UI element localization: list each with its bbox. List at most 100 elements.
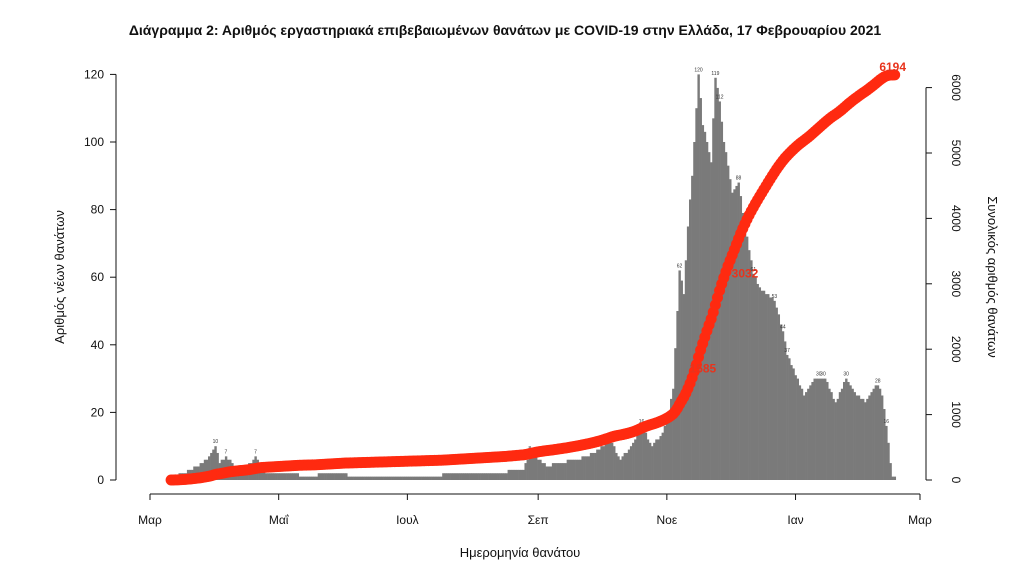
- daily-bar: [302, 476, 306, 480]
- daily-bar: [201, 463, 205, 480]
- daily-bar: [883, 409, 886, 480]
- daily-bar: [370, 476, 373, 480]
- daily-bar: [792, 368, 795, 480]
- daily-bar: [680, 280, 683, 480]
- bar-value-label: 44: [780, 324, 786, 330]
- daily-bar: [853, 392, 856, 480]
- daily-bar: [762, 290, 766, 480]
- daily-bar: [273, 473, 276, 480]
- daily-bar: [876, 385, 880, 480]
- daily-bar: [486, 473, 489, 480]
- bar-value-label: 7: [254, 449, 257, 455]
- daily-bar: [661, 432, 664, 480]
- daily-bar: [205, 459, 209, 480]
- right-tick-label: 5000: [949, 140, 963, 167]
- daily-bar: [463, 473, 466, 480]
- daily-bar: [446, 473, 449, 480]
- daily-bar: [286, 473, 289, 480]
- daily-bar: [767, 294, 770, 480]
- bar-value-label: 30: [820, 372, 826, 378]
- daily-bar: [864, 402, 867, 480]
- daily-bar: [214, 446, 217, 480]
- daily-bar: [560, 463, 563, 480]
- daily-bar: [587, 456, 591, 480]
- daily-bar: [615, 452, 618, 480]
- daily-bar: [893, 476, 897, 480]
- daily-bar: [798, 385, 802, 480]
- daily-bar: [391, 476, 394, 480]
- cumulative-labels: 1585 3032 6194: [689, 60, 906, 375]
- daily-bar: [703, 131, 707, 481]
- daily-bar: [372, 476, 375, 480]
- daily-bar: [878, 388, 882, 480]
- daily-bar: [859, 398, 863, 480]
- x-axis-title: Ημερομηνία θανάτου: [460, 545, 581, 560]
- daily-bar: [492, 473, 496, 480]
- daily-bar: [283, 473, 287, 480]
- daily-bar: [756, 283, 759, 480]
- daily-bar: [786, 354, 789, 480]
- daily-bar: [826, 381, 829, 480]
- daily-bar: [640, 425, 643, 480]
- daily-bar: [665, 419, 669, 480]
- daily-bar: [653, 442, 656, 480]
- daily-bar: [585, 456, 589, 480]
- daily-bar: [845, 378, 848, 480]
- daily-bar: [579, 459, 582, 480]
- daily-bar: [408, 476, 411, 480]
- daily-bar: [598, 449, 601, 480]
- daily-bar: [655, 439, 658, 480]
- daily-bar: [870, 392, 873, 480]
- bar-value-label: 61: [751, 267, 757, 273]
- daily-bar: [726, 165, 730, 480]
- daily-bar: [461, 473, 464, 480]
- daily-bar: [880, 395, 884, 480]
- daily-bar: [267, 473, 270, 480]
- daily-bar: [701, 125, 705, 480]
- bar-value-label: 30: [843, 372, 849, 378]
- daily-bar: [646, 439, 650, 480]
- daily-bar: [828, 388, 831, 480]
- bar-value-label: 28: [875, 378, 881, 384]
- daily-bar: [741, 212, 745, 481]
- daily-bar: [783, 341, 787, 480]
- daily-bar: [733, 189, 736, 480]
- daily-bar: [796, 378, 799, 480]
- daily-bar: [568, 459, 572, 480]
- x-tick-label: Μαΐ: [269, 513, 290, 527]
- left-tick-label: 100: [84, 135, 104, 149]
- daily-bar: [530, 452, 534, 480]
- daily-bar: [596, 449, 599, 480]
- left-tick-label: 60: [91, 270, 105, 284]
- daily-bar: [431, 476, 435, 480]
- daily-bar: [467, 473, 470, 480]
- daily-bar: [376, 476, 380, 480]
- daily-bar: [475, 473, 479, 480]
- daily-bar: [851, 388, 854, 480]
- daily-bar: [393, 476, 397, 480]
- daily-bar: [511, 469, 515, 480]
- right-tick-label: 0: [949, 477, 963, 484]
- daily-bar: [199, 463, 202, 480]
- cumulative-line-series: [165, 69, 901, 486]
- daily-bar: [338, 473, 342, 480]
- left-tick-label: 40: [91, 338, 105, 352]
- daily-bar: [362, 476, 365, 480]
- daily-bar: [505, 473, 508, 480]
- daily-bar: [509, 469, 513, 480]
- daily-bar: [429, 476, 432, 480]
- daily-bar: [355, 476, 359, 480]
- daily-bar: [619, 459, 622, 480]
- daily-bar: [821, 378, 825, 480]
- daily-bar: [577, 459, 580, 480]
- right-tick-label: 6000: [949, 74, 963, 101]
- daily-bar: [570, 459, 574, 480]
- daily-bar: [771, 297, 774, 480]
- daily-bar: [216, 452, 219, 480]
- daily-bar: [522, 469, 525, 480]
- daily-bar: [281, 473, 285, 480]
- daily-bar: [315, 476, 319, 480]
- daily-bar: [636, 432, 639, 480]
- daily-bar: [752, 273, 755, 480]
